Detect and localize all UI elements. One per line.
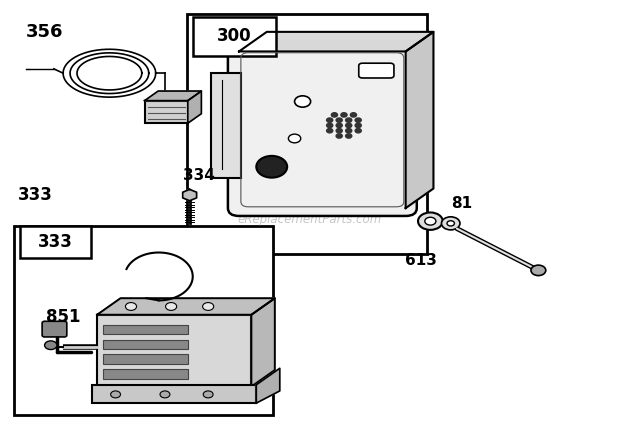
Circle shape bbox=[45, 341, 57, 350]
Circle shape bbox=[327, 118, 333, 122]
Circle shape bbox=[336, 134, 342, 138]
Bar bbox=[97, 315, 251, 387]
Circle shape bbox=[166, 303, 177, 311]
Circle shape bbox=[331, 113, 337, 117]
Circle shape bbox=[160, 391, 170, 398]
Circle shape bbox=[355, 128, 361, 133]
Circle shape bbox=[425, 217, 436, 225]
Circle shape bbox=[345, 134, 352, 138]
Circle shape bbox=[355, 118, 361, 122]
Bar bbox=[187, 14, 427, 254]
Bar bbox=[20, 226, 91, 258]
Circle shape bbox=[336, 128, 342, 133]
Circle shape bbox=[418, 212, 443, 230]
Circle shape bbox=[336, 123, 342, 127]
Polygon shape bbox=[97, 298, 275, 315]
Bar bbox=[193, 17, 276, 56]
Circle shape bbox=[125, 303, 136, 311]
Circle shape bbox=[336, 118, 342, 122]
Circle shape bbox=[441, 217, 460, 230]
Bar bbox=[14, 226, 273, 415]
Circle shape bbox=[288, 134, 301, 143]
Circle shape bbox=[327, 123, 333, 127]
Text: 613: 613 bbox=[405, 253, 437, 268]
Polygon shape bbox=[144, 91, 202, 101]
Circle shape bbox=[531, 265, 546, 276]
Circle shape bbox=[110, 391, 120, 398]
Circle shape bbox=[203, 303, 214, 311]
Bar bbox=[144, 101, 188, 123]
Circle shape bbox=[341, 113, 347, 117]
Text: 333: 333 bbox=[18, 186, 53, 204]
Circle shape bbox=[294, 96, 311, 107]
Text: 333: 333 bbox=[38, 233, 73, 251]
FancyBboxPatch shape bbox=[228, 44, 417, 216]
Text: 851: 851 bbox=[46, 308, 81, 326]
Circle shape bbox=[355, 123, 361, 127]
Circle shape bbox=[350, 113, 356, 117]
Circle shape bbox=[203, 391, 213, 398]
Circle shape bbox=[345, 128, 352, 133]
Bar bbox=[104, 325, 188, 334]
Bar bbox=[104, 369, 188, 379]
Bar bbox=[104, 339, 188, 349]
Circle shape bbox=[345, 123, 352, 127]
Polygon shape bbox=[188, 91, 202, 123]
Polygon shape bbox=[405, 32, 433, 208]
Bar bbox=[104, 354, 188, 364]
Text: 300: 300 bbox=[217, 27, 252, 45]
Circle shape bbox=[327, 128, 333, 133]
Circle shape bbox=[345, 118, 352, 122]
Bar bbox=[92, 385, 256, 403]
Circle shape bbox=[447, 221, 454, 226]
Polygon shape bbox=[183, 189, 197, 201]
Bar bbox=[211, 73, 241, 178]
FancyBboxPatch shape bbox=[42, 321, 67, 337]
Text: 81: 81 bbox=[451, 196, 472, 211]
Text: 334: 334 bbox=[183, 168, 215, 183]
Circle shape bbox=[256, 156, 287, 178]
FancyBboxPatch shape bbox=[359, 63, 394, 78]
Text: eReplacementParts.com: eReplacementParts.com bbox=[238, 212, 382, 226]
Polygon shape bbox=[256, 368, 280, 403]
Polygon shape bbox=[239, 32, 433, 51]
Polygon shape bbox=[251, 298, 275, 387]
Text: 356: 356 bbox=[26, 23, 63, 41]
